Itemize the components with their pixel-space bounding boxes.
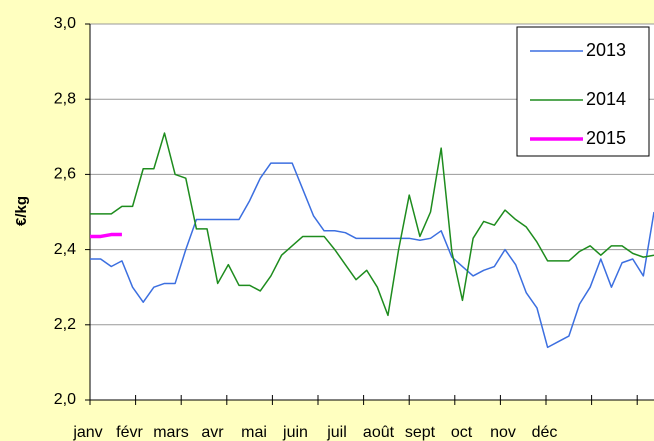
legend-label: 2014	[586, 89, 626, 109]
y-axis-label: €/kg	[13, 196, 30, 226]
x-tick-label: déc	[532, 424, 558, 441]
legend	[516, 26, 650, 157]
y-tick-label: 3,0	[54, 15, 76, 32]
x-tick-label: mars	[153, 424, 189, 441]
x-tick-label: janv	[72, 424, 102, 441]
x-tick-label: nov	[490, 424, 516, 441]
series-line	[90, 162, 654, 349]
series-line	[90, 232, 122, 239]
y-tick-label: 2,8	[54, 90, 76, 107]
x-tick-label: oct	[451, 424, 473, 441]
x-tick-label: août	[363, 424, 395, 441]
x-tick-label: juil	[326, 424, 347, 441]
x-tick-label: févr	[116, 424, 143, 441]
y-tick-label: 2,2	[54, 316, 76, 333]
legend-label: 2013	[586, 40, 626, 60]
series-line	[90, 132, 654, 317]
y-tick-label: 2,6	[54, 166, 76, 183]
y-tick-label: 2,4	[54, 241, 76, 258]
x-tick-label: juin	[282, 424, 308, 441]
x-tick-label: avr	[201, 424, 224, 441]
legend-label: 2015	[586, 128, 626, 148]
x-tick-label: mai	[241, 424, 267, 441]
x-tick-label: sept	[405, 424, 436, 441]
y-tick-label: 2,0	[54, 391, 76, 408]
